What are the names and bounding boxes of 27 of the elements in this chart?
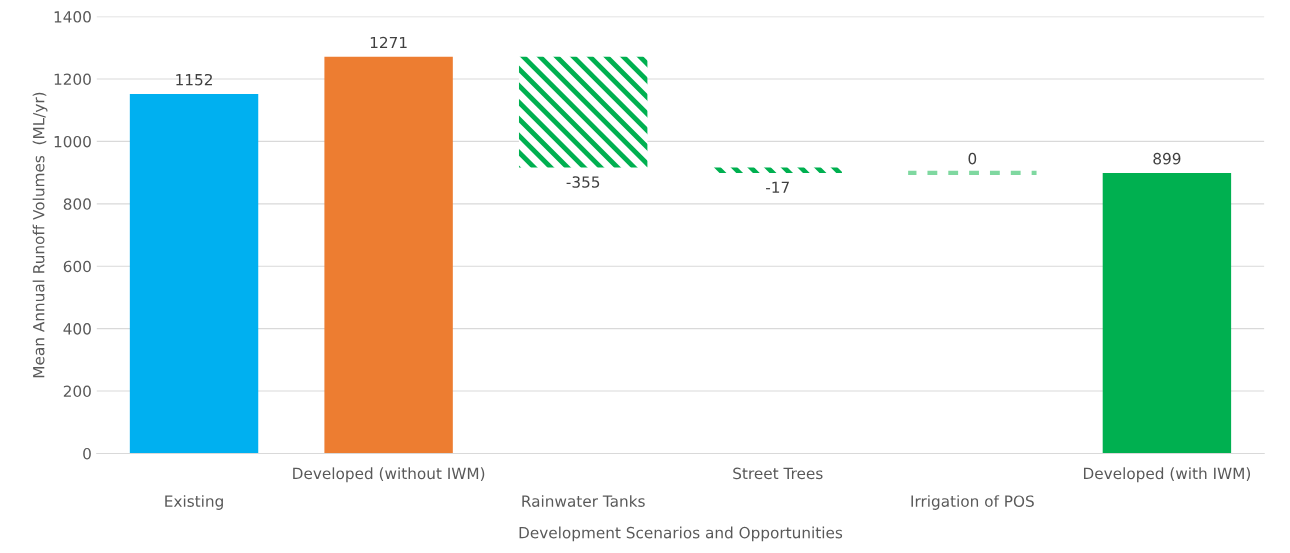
bar [713, 167, 842, 173]
bar [1102, 172, 1232, 454]
data-label: 1152 [176, 73, 212, 86]
data-label: 1271 [370, 36, 407, 49]
x-tick-label: Developed (with IWM) [1083, 467, 1251, 483]
data-label: -17 [766, 181, 789, 193]
y-tick-label: 1000 [54, 135, 91, 148]
x-tick-label: Existing [165, 495, 223, 510]
y-tick-label: 800 [63, 198, 91, 210]
bar [129, 93, 259, 454]
y-tick-label: 600 [63, 260, 91, 273]
y-axis-title: Mean Annual Runoff Volumes (ML/yr) [32, 92, 48, 378]
y-tick-label: 1200 [54, 73, 91, 86]
data-label: -355 [566, 176, 600, 188]
bar [324, 56, 453, 454]
x-axis-title: Development Scenarios and Opportunities [519, 526, 843, 542]
x-tick-label: Street Trees [733, 467, 823, 480]
x-tick-label: Developed (without IWM) [293, 467, 485, 483]
y-tick-label: 1400 [54, 11, 91, 23]
y-tick-label: 400 [63, 323, 91, 335]
x-tick-label: Irrigation of POS [911, 495, 1034, 510]
y-tick-label: 200 [63, 385, 91, 398]
y-tick-label: 0 [83, 447, 91, 460]
x-tick-label: Rainwater Tanks [522, 495, 645, 507]
data-label: 0 [968, 152, 977, 165]
bar [518, 56, 648, 168]
data-label: 899 [1153, 152, 1181, 165]
